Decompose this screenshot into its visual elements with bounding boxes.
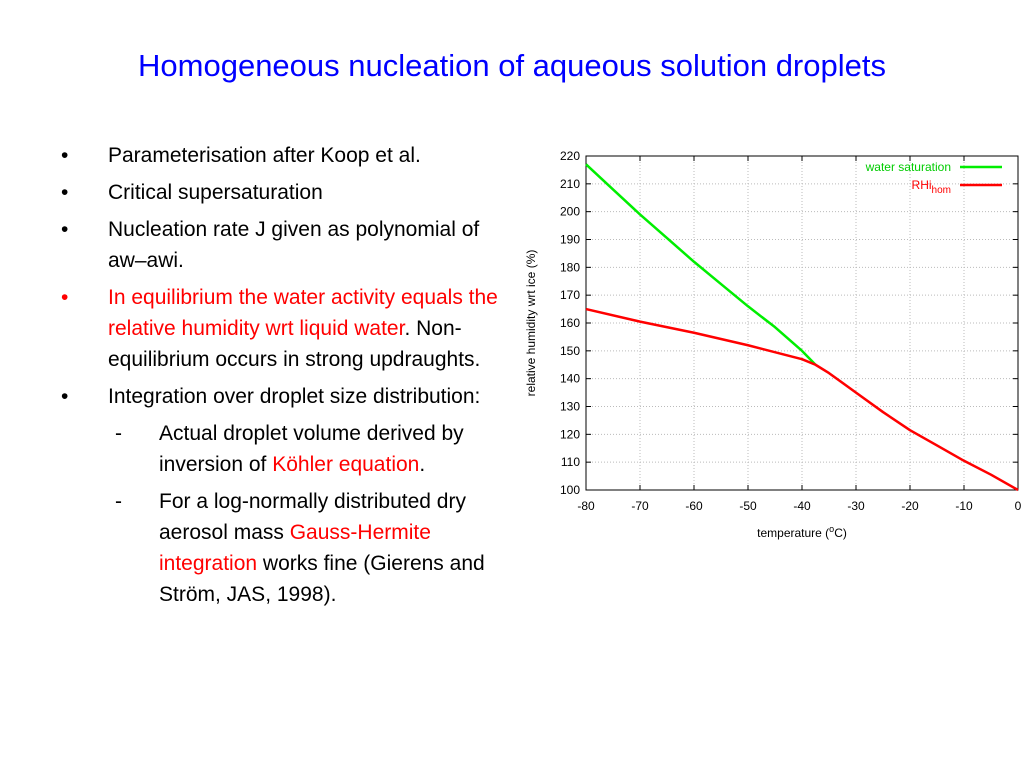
bullet-item: - Actual droplet volume derived by invers… <box>58 418 508 480</box>
bullet-text: . Non-equilibrium occurs in strong updra… <box>108 317 481 371</box>
x-tick-label: -20 <box>901 499 919 513</box>
bullet-item: • Parameterisation after Koop et al. <box>58 140 508 171</box>
y-tick-label: 170 <box>560 288 580 302</box>
bullet-item: • Nucleation rate J given as polynomial o… <box>58 214 508 276</box>
bullet-text: Gauss-Hermite integration <box>159 521 431 575</box>
chart: -80 -70 -60 -50 -40 -30 -20 -10 0 100 110 120 130 140… <box>524 149 1022 540</box>
x-tick-label: -30 <box>847 499 865 513</box>
x-tick-label: -80 <box>577 499 595 513</box>
y-tick-label: 200 <box>560 205 580 219</box>
bullet-text: Köhler equation <box>272 453 420 476</box>
bullet-marker: • <box>61 218 69 241</box>
bullet-text: Actual droplet volume derived by inversi… <box>159 422 464 476</box>
y-tick-label: 220 <box>560 149 580 163</box>
bullet-text: . <box>419 453 426 476</box>
series-line-rhi-hom <box>585 307 1019 492</box>
x-tick-label: -10 <box>955 499 973 513</box>
series-line-water-saturation <box>585 163 817 366</box>
x-tick-label: -70 <box>631 499 649 513</box>
x-tick-label: -50 <box>739 499 757 513</box>
x-tick-label: 0 <box>1015 499 1022 513</box>
bullet-marker: • <box>61 286 69 309</box>
bullet-marker: • <box>61 385 69 408</box>
y-tick-label: 100 <box>560 483 580 497</box>
y-tick-label: 190 <box>560 233 580 247</box>
legend-label: RHihom <box>912 178 951 196</box>
y-tick-label: 120 <box>560 427 580 441</box>
bullet-text: Integration over droplet size distributi… <box>108 385 481 408</box>
plot-area: -80 -70 -60 -50 -40 -30 -20 -10 0 100 110 120 130 140… <box>524 149 1022 540</box>
x-tick-label: -40 <box>793 499 811 513</box>
bullet-marker: - <box>115 422 122 445</box>
y-tick-label: 150 <box>560 344 580 358</box>
slide-title: Homogeneous nucleation of aqueous soluti… <box>138 48 886 83</box>
legend-label: water saturation <box>865 160 951 174</box>
bullet-item: • Critical supersaturation <box>58 177 508 208</box>
bullet-item: • Integration over droplet size distribut… <box>58 381 508 412</box>
y-tick-label: 140 <box>560 372 580 386</box>
bullet-text: Critical supersaturation <box>108 181 323 204</box>
y-tick-label: 110 <box>561 455 580 469</box>
x-tick-label: -60 <box>685 499 703 513</box>
y-tick-label: 130 <box>560 400 580 414</box>
bullet-text: Parameterisation after Koop et al. <box>108 144 421 167</box>
bullet-text: For a log-normally distributed dry aeros… <box>159 490 466 544</box>
bullet-text: Nucleation rate J given as polynomial of… <box>108 218 480 272</box>
bullet-marker: - <box>115 490 122 513</box>
y-tick-label: 210 <box>560 177 580 191</box>
bullet-list: • Parameterisation after Koop et al. • Crit… <box>58 140 508 616</box>
y-tick-label: 180 <box>560 260 580 274</box>
bullet-marker: • <box>61 144 69 167</box>
bullet-text: In equilibrium the water activity equals… <box>108 286 498 340</box>
bullet-item: • In equilibrium the water activity equal… <box>58 282 508 375</box>
bullet-text: works fine (Gierens and Ström, JAS, 1998… <box>159 552 485 606</box>
bullet-marker: • <box>61 181 69 204</box>
y-tick-label: 160 <box>560 316 580 330</box>
x-axis-label: temperature (oC) <box>757 524 847 540</box>
bullet-item: - For a log-normally distributed dry aero… <box>58 486 508 610</box>
y-axis-label: relative humidity wrt ice (%) <box>524 250 538 397</box>
